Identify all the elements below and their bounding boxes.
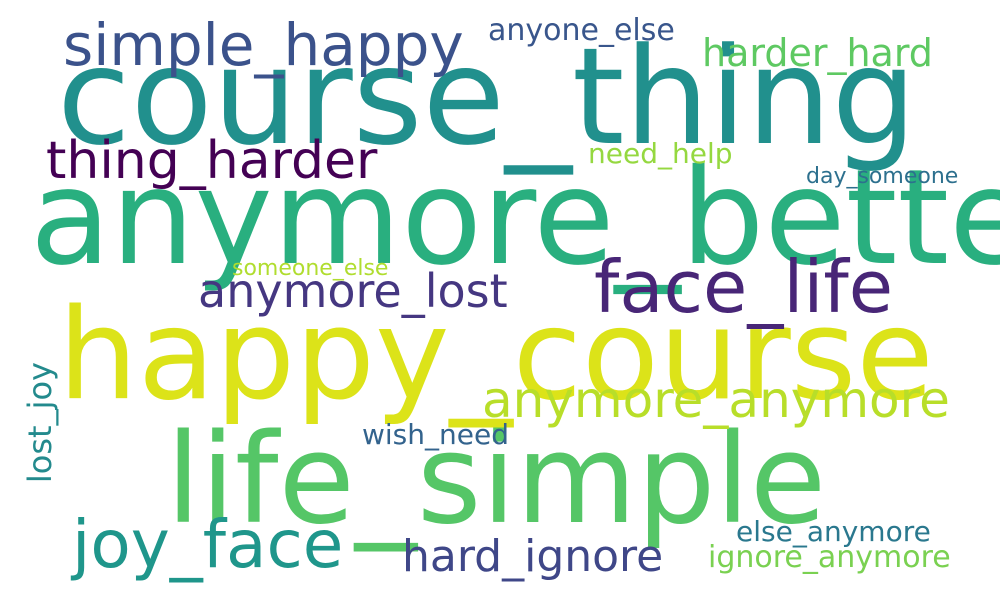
- word-anyone-else: anyone_else: [488, 13, 675, 48]
- word-thing-harder: thing_harder: [46, 131, 378, 191]
- word-need-help: need_help: [588, 137, 733, 170]
- word-life-simple: life_simple: [166, 408, 827, 552]
- word-course-thing: course_thing: [57, 19, 917, 175]
- word-someone-else: someone_else: [232, 256, 389, 281]
- word-ignore-anymore: ignore_anymore: [708, 540, 951, 575]
- word-happy-course: happy_course: [58, 281, 934, 428]
- word-hard-ignore: hard_ignore: [402, 531, 664, 582]
- word-day-someone: day_someone: [806, 164, 959, 189]
- word-anymore-anymore: anymore_anymore: [482, 371, 950, 429]
- word-joy-face: joy_face: [72, 506, 344, 583]
- word-lost-joy: lost_joy: [21, 362, 59, 484]
- word-face-life: face_life: [594, 245, 894, 329]
- word-anymore-lost: anymore_lost: [198, 264, 508, 318]
- word-harder-hard: harder_hard: [702, 31, 933, 75]
- word-else-anymore: else_anymore: [736, 515, 931, 548]
- word-wish-need: wish_need: [362, 418, 509, 451]
- word-anymore-better: anymore_better: [30, 141, 1000, 295]
- word-simple-happy: simple_happy: [63, 11, 464, 79]
